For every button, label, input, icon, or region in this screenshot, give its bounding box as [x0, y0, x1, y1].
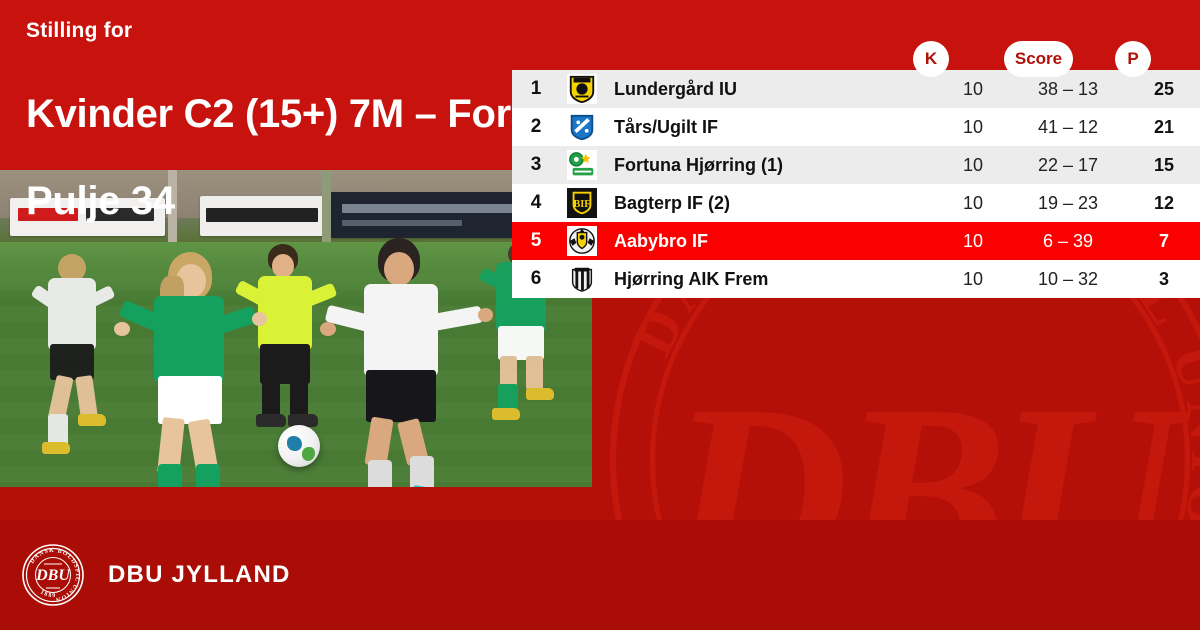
- advertising-board-1: [10, 198, 165, 236]
- row-matches: 10: [962, 192, 984, 213]
- row-team-name: Bagterp IF (2): [614, 192, 731, 213]
- column-header-score: Score: [1004, 41, 1073, 77]
- aabybro-crest-icon: [560, 226, 604, 256]
- fence-post-1: [168, 170, 177, 250]
- player-green-kit: [110, 250, 270, 487]
- row-score: 19 – 23: [1037, 192, 1099, 213]
- row-score: 6 – 39: [1042, 230, 1094, 251]
- row-points: 25: [1153, 78, 1175, 99]
- row-rank: 2: [530, 116, 542, 137]
- header-text-block: Stilling for Kvinder C2 (15+) 7M – Forå.…: [26, 19, 555, 223]
- bagterp-crest-icon: BIF: [560, 188, 604, 218]
- row-team-name: Lundergård IU: [614, 78, 738, 99]
- standings-table: 1 Lundergård IU 10 38 – 13 25 2 Tårs/Ugi…: [512, 70, 1200, 298]
- hjoerring-aik-frem-crest-icon: [560, 264, 604, 294]
- header-kicker: Stilling for: [26, 19, 133, 42]
- referee: [232, 242, 342, 432]
- row-matches: 10: [962, 268, 984, 289]
- row-team-name: Hjørring AIK Frem: [614, 268, 769, 289]
- svg-text:1889: 1889: [39, 589, 57, 599]
- page-title-line1: Kvinder C2 (15+) 7M – Forå..: [26, 92, 555, 137]
- row-rank: 1: [530, 78, 542, 99]
- column-header-points: P: [1115, 41, 1151, 77]
- row-matches: 10: [962, 78, 984, 99]
- row-score: 38 – 13: [1037, 78, 1099, 99]
- lundergaard-crest-icon: [560, 74, 604, 104]
- row-team-name: Fortuna Hjørring (1): [614, 154, 783, 175]
- row-rank: 6: [530, 268, 542, 289]
- football-icon: [278, 425, 320, 467]
- row-team-name: Tårs/Ugilt IF: [614, 116, 719, 137]
- row-points: 7: [1158, 230, 1169, 251]
- row-rank: 5: [530, 230, 542, 251]
- player-white-kit: [320, 238, 493, 487]
- svg-text:DBU: DBU: [35, 567, 71, 584]
- table-row[interactable]: 2 Tårs/Ugilt IF 10 41 – 12 21: [512, 108, 1200, 146]
- footer-org-name: DBU JYLLAND: [108, 561, 291, 588]
- column-header-matches: K: [913, 41, 949, 77]
- page-title-line2: Pulje 34: [26, 178, 175, 223]
- row-points: 15: [1153, 154, 1175, 175]
- row-points: 21: [1153, 116, 1175, 137]
- match-photo: [0, 170, 592, 487]
- row-points: 3: [1158, 268, 1169, 289]
- svg-text:BIF: BIF: [573, 199, 590, 210]
- row-matches: 10: [962, 154, 984, 175]
- table-row[interactable]: 1 Lundergård IU 10 38 – 13 25: [512, 70, 1200, 108]
- row-score: 10 – 32: [1037, 268, 1099, 289]
- row-team-name: Aabybro IF: [614, 230, 709, 251]
- table-header-pills: K Score P: [512, 41, 1200, 77]
- dbu-logo-icon: DANSK BOLDSPIL UNION 1889 DBU: [22, 544, 84, 606]
- page-title: Kvinder C2 (15+) 7M – Forå.. Pulje 34: [26, 50, 555, 223]
- table-row[interactable]: 4 BIF Bagterp IF (2) 10 19 – 23 12: [512, 184, 1200, 222]
- fortuna-hjoerring-crest-icon: [560, 150, 604, 180]
- row-rank: 4: [530, 192, 542, 213]
- background-player-white: [30, 254, 116, 454]
- row-score: 22 – 17: [1037, 154, 1099, 175]
- row-matches: 10: [962, 116, 984, 137]
- table-row[interactable]: 3 Fortuna Hjørring (1) 10 22 – 17 15: [512, 146, 1200, 184]
- table-row-highlighted[interactable]: 5 Aabybro IF 10 6 – 39 7: [512, 222, 1200, 260]
- row-matches: 10: [962, 230, 984, 251]
- advertising-board-2: [200, 196, 330, 236]
- table-row[interactable]: 6 Hjørring AIK Frem 10 10 – 32 3: [512, 260, 1200, 298]
- fence-post-2: [322, 170, 331, 250]
- footer-bar: DANSK BOLDSPIL UNION 1889 DBU DBU JYLLAN…: [0, 520, 1200, 630]
- row-rank: 3: [530, 154, 542, 175]
- row-points: 12: [1153, 192, 1175, 213]
- taars-ugilt-crest-icon: [560, 112, 604, 142]
- row-score: 41 – 12: [1037, 116, 1099, 137]
